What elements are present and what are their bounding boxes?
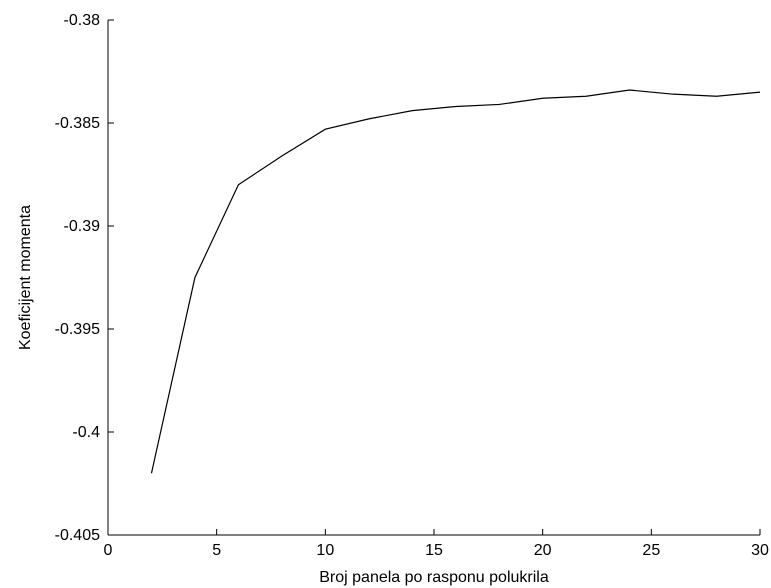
x-tick-label: 25 [642,542,660,559]
series-line-0 [150,89,761,474]
y-tick-label: -0.395 [55,321,100,338]
y-axis-ticks: -0.405 -0.4 -0.395 -0.39 -0.385 -0.38 [55,12,114,544]
y-tick-label: -0.385 [55,115,100,132]
x-tick-label: 5 [212,542,221,559]
series-layer [150,89,761,474]
x-tick-label: 30 [751,542,769,559]
plot-frame [107,20,760,536]
y-tick-label: -0.39 [64,218,101,235]
x-tick-label: 0 [104,542,113,559]
y-tick-label: -0.4 [72,424,100,441]
y-tick-label: -0.38 [64,12,101,29]
x-axis-ticks: 0 5 10 15 20 25 30 [104,529,769,559]
x-tick-label: 20 [534,542,552,559]
y-tick-label: -0.405 [55,527,100,544]
x-axis-label: Broj panela po rasponu polukrila [319,569,549,586]
x-tick-label: 15 [425,542,443,559]
x-tick-label: 10 [316,542,334,559]
y-axis-label: Koeficijent momenta [17,205,34,350]
